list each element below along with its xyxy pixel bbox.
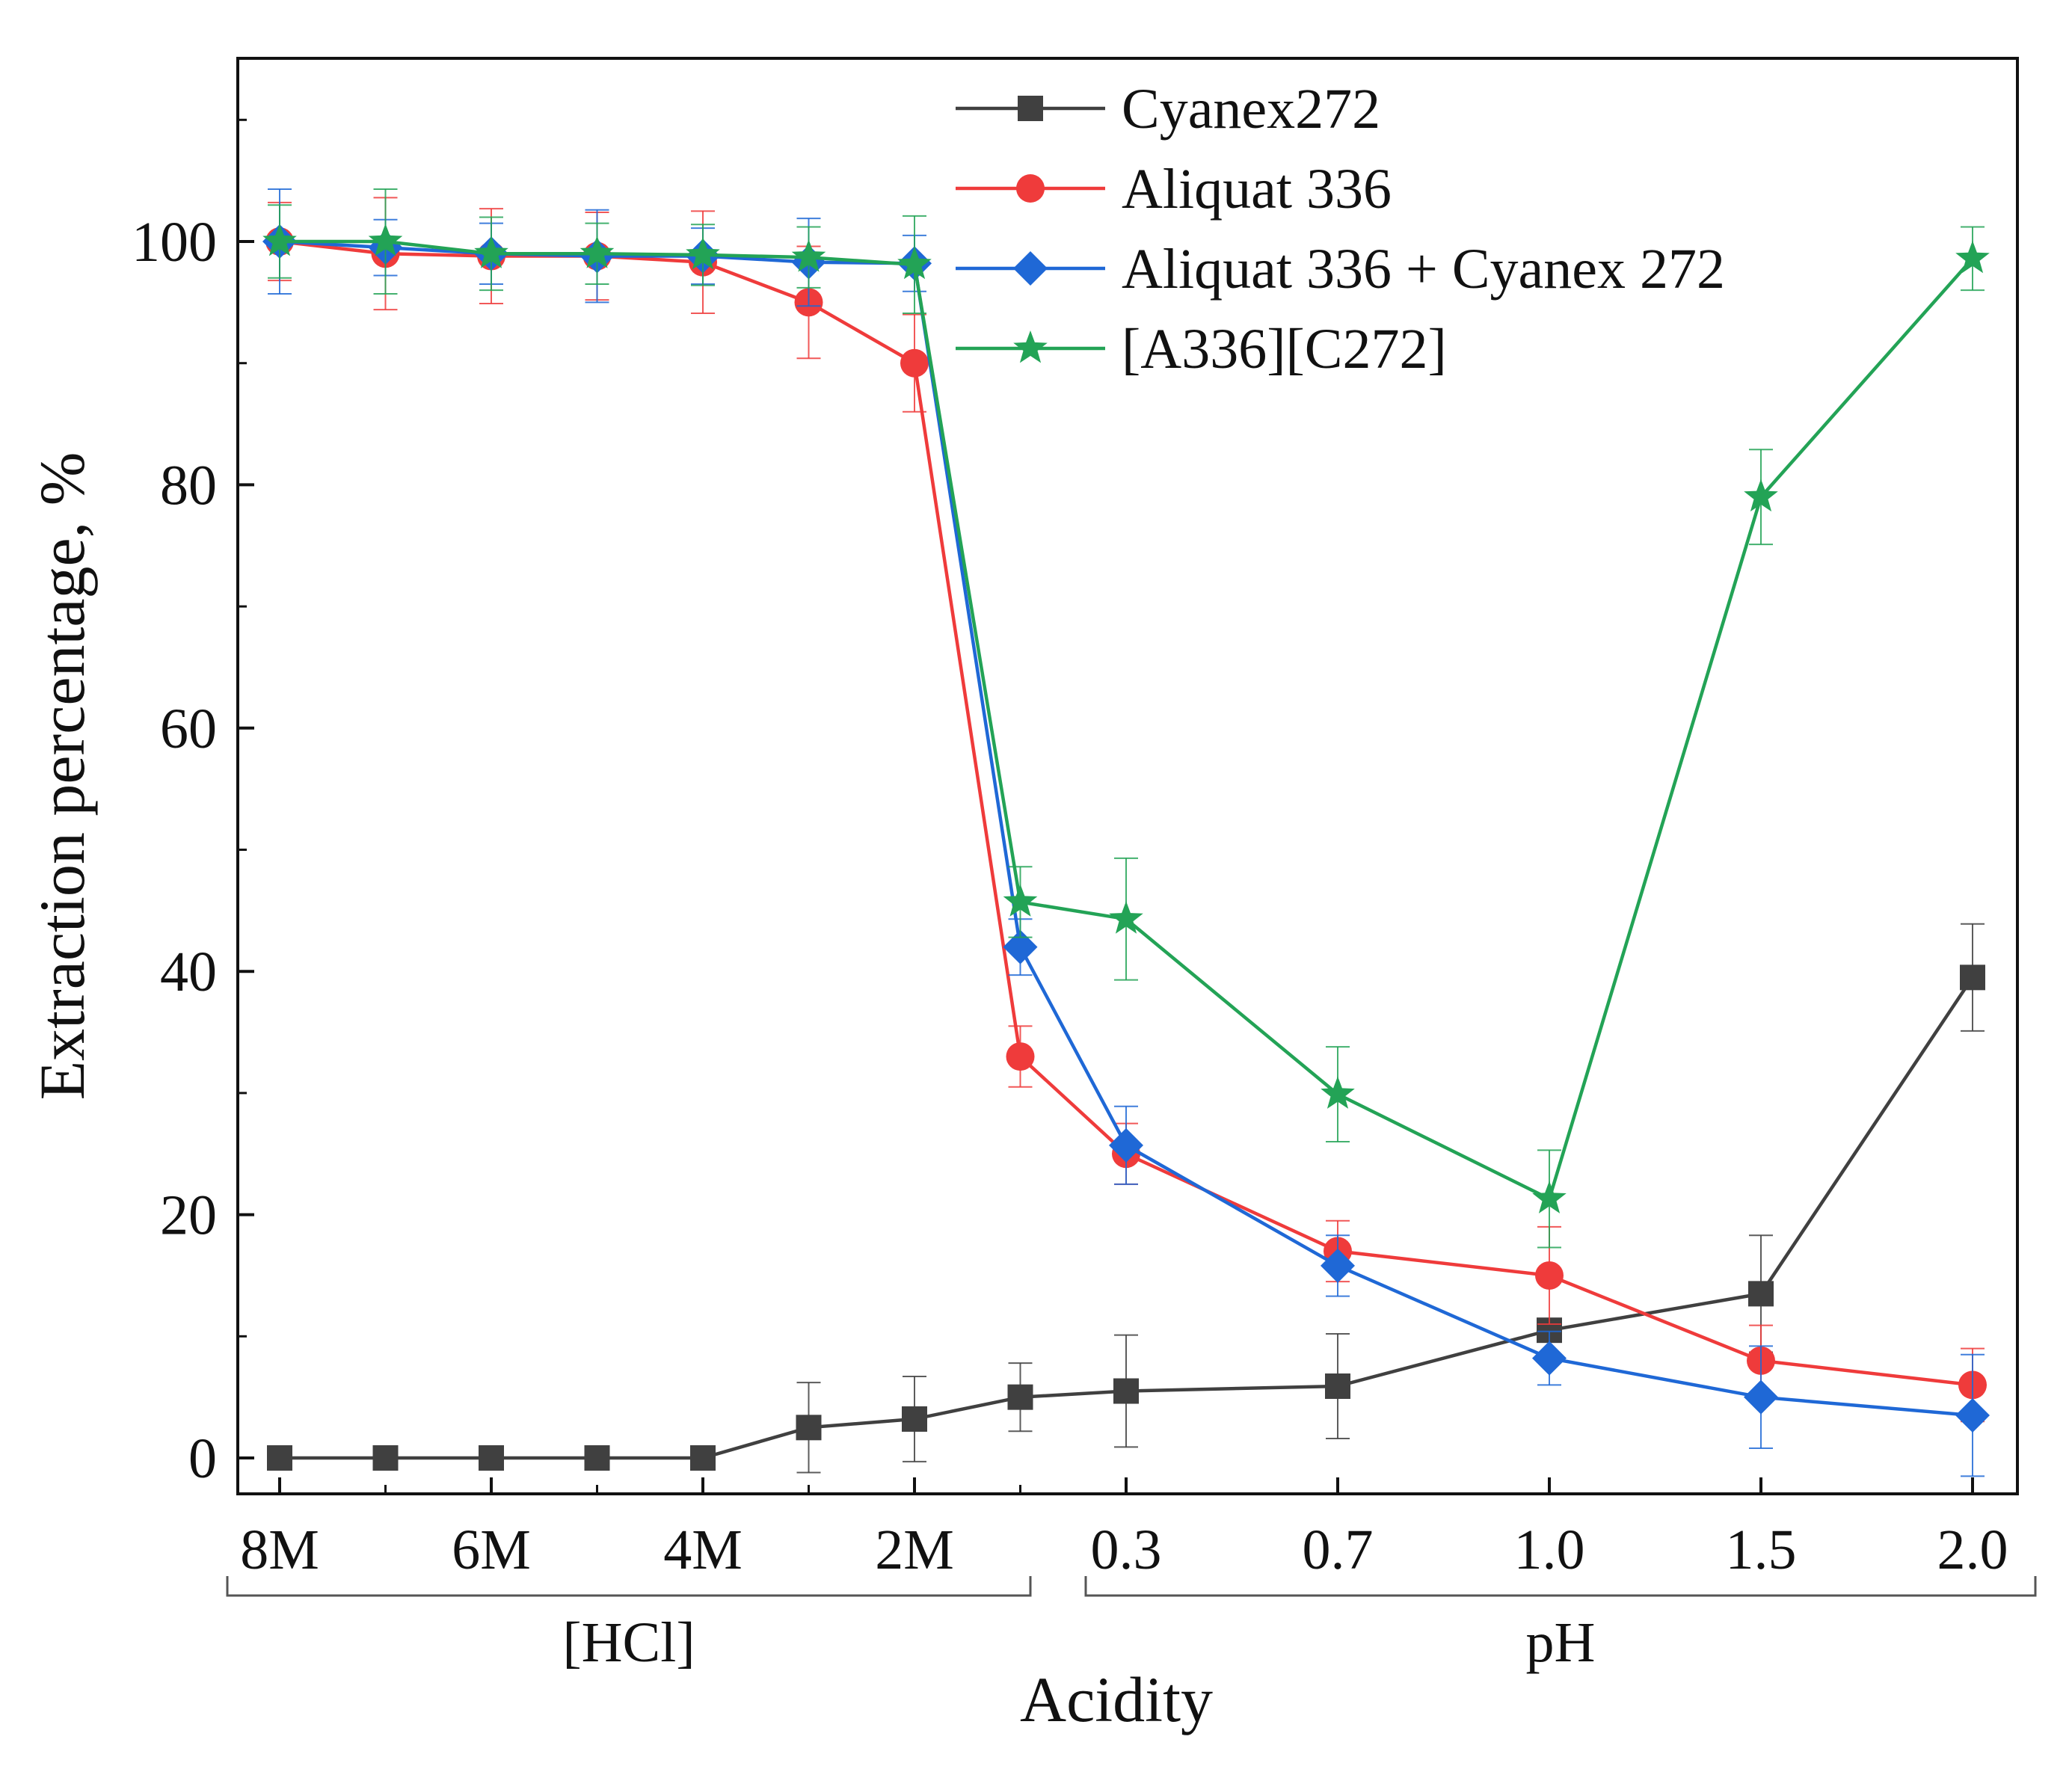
legend-item: Aliquat 336 + Cyanex 272	[956, 238, 1725, 301]
x-tick-label: 0.7	[1303, 1519, 1374, 1581]
data-point-square	[1325, 1373, 1350, 1400]
data-point-diamond	[1003, 929, 1038, 964]
series-square	[267, 923, 1985, 1474]
data-point-square	[902, 1406, 927, 1432]
x-tick-label: 6M	[452, 1519, 531, 1581]
data-point-square	[690, 1445, 716, 1471]
series-line	[280, 239, 1974, 1202]
series-layer	[262, 188, 1990, 1477]
x-tick-label: 8M	[240, 1519, 319, 1581]
legend-marker-circle	[1016, 174, 1045, 203]
data-point-diamond	[1744, 1379, 1778, 1415]
legend-label: Aliquat 336 + Cyanex 272	[1122, 238, 1725, 301]
y-tick-label: 100	[132, 211, 217, 274]
y-tick-label: 20	[160, 1184, 217, 1247]
data-point-square	[1960, 964, 1985, 991]
data-point-star	[686, 236, 720, 270]
data-point-star	[474, 236, 508, 268]
x-tick-label: 2M	[875, 1519, 954, 1581]
x-axis: 8M 6M 4M 2M 0.3 0.7 1.0 1.5 2.0	[240, 1477, 2008, 1581]
data-point-square	[267, 1445, 292, 1471]
group-label: pH	[1526, 1611, 1596, 1674]
data-point-star	[368, 224, 403, 256]
data-point-square	[1748, 1281, 1774, 1307]
group-bracket	[226, 1576, 1032, 1597]
x-groups: [HCl] pH	[226, 1576, 2037, 1674]
data-point-star	[1109, 901, 1143, 934]
y-tick-label: 60	[160, 698, 217, 760]
group-bracket	[1084, 1576, 2037, 1597]
data-point-circle	[1535, 1261, 1564, 1290]
legend: Cyanex272 Aliquat 336 Aliquat 336 + Cyanex…	[956, 78, 1725, 381]
legend-item: Cyanex272	[956, 78, 1380, 141]
data-point-diamond	[1321, 1248, 1355, 1283]
x-tick-label: 4M	[663, 1519, 743, 1581]
data-point-star	[262, 224, 297, 256]
data-point-square	[479, 1445, 504, 1471]
y-axis: 0 20 40 60 80 100	[132, 118, 254, 1490]
data-point-square	[1007, 1384, 1033, 1410]
x-tick-label: 1.5	[1726, 1519, 1797, 1581]
data-point-square	[372, 1445, 399, 1471]
legend-item: Aliquat 336	[956, 158, 1392, 221]
legend-item: [A336][C272]	[956, 318, 1447, 381]
y-tick-label: 80	[160, 454, 217, 517]
data-point-star	[1003, 884, 1038, 917]
data-point-star	[897, 246, 932, 280]
data-point-circle	[900, 348, 929, 378]
group-label: [HCl]	[562, 1611, 695, 1674]
data-point-circle	[1006, 1042, 1035, 1071]
legend-label: [A336][C272]	[1122, 318, 1447, 381]
series-diamond	[262, 188, 1990, 1477]
series-line	[279, 239, 1973, 1387]
data-point-square	[796, 1415, 822, 1441]
legend-marker-star	[1013, 330, 1048, 363]
x-tick-label: 1.0	[1514, 1519, 1585, 1581]
series-star	[262, 188, 1990, 1249]
y-axis-title: Extraction percentage, %	[26, 452, 98, 1101]
data-point-diamond	[1532, 1341, 1567, 1376]
series-circle	[265, 197, 1987, 1423]
data-point-diamond	[1109, 1127, 1143, 1163]
data-point-star	[791, 239, 826, 272]
y-tick-label: 0	[188, 1427, 217, 1490]
x-tick-label: 0.3	[1091, 1519, 1162, 1581]
legend-marker-square	[1018, 96, 1043, 121]
data-point-square	[584, 1445, 610, 1471]
y-tick-label: 40	[160, 941, 217, 1003]
data-point-star	[580, 236, 615, 268]
data-point-star	[1955, 240, 1990, 274]
legend-label: Cyanex272	[1122, 78, 1380, 141]
data-point-star	[1321, 1076, 1355, 1109]
legend-marker-diamond	[1013, 251, 1048, 286]
data-point-diamond	[1955, 1398, 1990, 1433]
x-tick-label: 2.0	[1937, 1519, 2008, 1581]
data-point-star	[1744, 479, 1778, 512]
data-point-star	[1532, 1181, 1567, 1213]
series-line	[279, 239, 1973, 1418]
legend-label: Aliquat 336	[1122, 158, 1392, 221]
data-point-square	[1113, 1378, 1139, 1404]
x-axis-title: Acidity	[1020, 1664, 1213, 1735]
